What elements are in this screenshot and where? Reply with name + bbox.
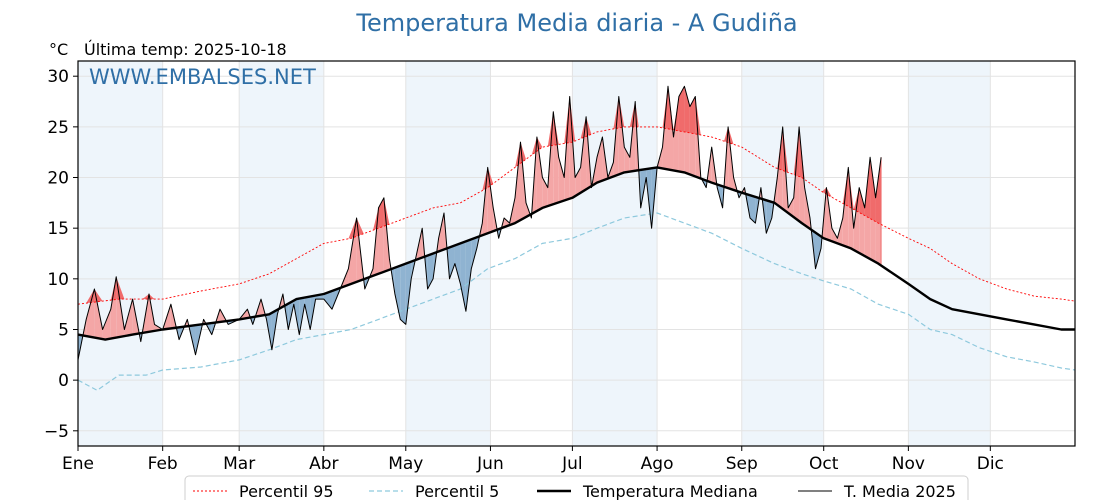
x-tick-label-Feb: Feb bbox=[148, 454, 178, 474]
fill-segment-110-0 bbox=[749, 195, 756, 224]
extreme-segment-130-0 bbox=[859, 187, 865, 216]
x-tick-label-Abr: Abr bbox=[309, 454, 338, 474]
extreme-segment-133-0 bbox=[875, 157, 882, 225]
fill-segment-46-0 bbox=[400, 263, 406, 325]
series-lines bbox=[77, 85, 1076, 391]
x-tick-label-Oct: Oct bbox=[809, 454, 839, 474]
legend: Percentil 95 Percentil 5 Temperatura Media… bbox=[184, 475, 969, 500]
month-bands bbox=[78, 61, 991, 446]
chart-title: Temperatura Media diaria - A Gudiña bbox=[355, 9, 797, 37]
extreme-segment-67-0 bbox=[515, 142, 521, 168]
extreme-segment-132-0 bbox=[870, 157, 876, 222]
x-tick-label-Dic: Dic bbox=[977, 454, 1004, 474]
x-tick-label-Sep: Sep bbox=[726, 454, 758, 474]
fill-segment-35-0 bbox=[323, 290, 333, 310]
fill-segment-55-0 bbox=[449, 245, 455, 279]
legend-box bbox=[184, 475, 969, 500]
fill-segment-45-0 bbox=[394, 265, 401, 320]
extreme-segment-97-0 bbox=[678, 86, 685, 132]
y-tick-label-0: 0 bbox=[58, 371, 69, 391]
fill-segment-56-0 bbox=[454, 243, 461, 284]
fill-segment-71-0 bbox=[536, 136, 543, 211]
extreme-segment-88-0 bbox=[629, 101, 636, 127]
fill-segment-125-0 bbox=[831, 228, 838, 244]
fill-segment-57-0 bbox=[460, 241, 466, 312]
fill-segment-75-0 bbox=[558, 157, 565, 203]
series-line-3 bbox=[77, 85, 882, 360]
y-tick-label-5: 5 bbox=[58, 320, 69, 340]
y-tick-label-20: 20 bbox=[47, 169, 69, 189]
x-tick-label-Jun: Jun bbox=[476, 454, 504, 474]
extreme-segment-77-0 bbox=[569, 96, 576, 143]
grid-lines bbox=[77, 61, 1075, 446]
fill-segment-4-0 bbox=[102, 309, 111, 340]
extreme-segment-10-0 bbox=[149, 294, 155, 300]
x-tick-label-Ene: Ene bbox=[62, 454, 94, 474]
x-tick-label-Ago: Ago bbox=[641, 454, 674, 474]
plot-frame bbox=[77, 60, 1076, 447]
watermark: WWW.EMBALSES.NET bbox=[89, 65, 316, 89]
y-tick-label--5: −5 bbox=[44, 422, 69, 442]
y-tick-label-30: 30 bbox=[47, 67, 69, 87]
month-band-5 bbox=[908, 61, 991, 446]
fill-segment-53-0 bbox=[438, 212, 445, 252]
y-tick-label-25: 25 bbox=[47, 118, 69, 138]
month-band-0 bbox=[78, 61, 163, 446]
fill-segment-51-0 bbox=[427, 253, 434, 289]
y-tick-label-10: 10 bbox=[47, 270, 69, 290]
extreme-segment-129-0 bbox=[853, 187, 860, 213]
extreme-segment-86-0 bbox=[618, 96, 625, 128]
extreme-segment-2-0 bbox=[86, 288, 95, 304]
month-band-3 bbox=[572, 61, 658, 446]
extreme-segment-123-1 bbox=[822, 187, 827, 195]
extreme-segment-62-0 bbox=[487, 167, 494, 188]
legend-label-0: Percentil 95 bbox=[239, 482, 334, 500]
fill-segment-59-0 bbox=[471, 237, 477, 269]
y-axis: −5 0 5 10 15 20 25 30 bbox=[44, 67, 78, 442]
series-line-2 bbox=[77, 166, 1075, 341]
y-tick-label-15: 15 bbox=[47, 219, 69, 239]
x-axis: Ene Feb Mar Abr May Jun Jul Ago Sep Oct Nov Dic bbox=[62, 446, 1004, 474]
unit-label: °C bbox=[49, 40, 68, 59]
fill-segment-117-0 bbox=[788, 197, 794, 218]
fill-segment-122-0 bbox=[815, 232, 821, 269]
extreme-segment-42-0 bbox=[378, 197, 384, 229]
extreme-segment-85-0 bbox=[613, 96, 619, 129]
fill-segment-113-0 bbox=[766, 200, 772, 234]
fill-segment-82-0 bbox=[596, 136, 603, 183]
legend-label-1: Percentil 5 bbox=[415, 482, 499, 500]
last-temp-label: Última temp: 2025-10-18 bbox=[84, 40, 287, 59]
extreme-segment-9-1 bbox=[142, 294, 150, 300]
series-line-0 bbox=[77, 126, 1076, 305]
extreme-segment-116-0 bbox=[782, 126, 789, 173]
month-band-1 bbox=[239, 61, 324, 446]
extreme-segment-100-0 bbox=[695, 96, 701, 135]
fill-segment-87-0 bbox=[624, 147, 630, 173]
x-tick-label-Nov: Nov bbox=[892, 454, 925, 474]
fill-segment-78-0 bbox=[575, 167, 581, 197]
x-tick-label-Jul: Jul bbox=[561, 454, 583, 474]
x-tick-label-Mar: Mar bbox=[223, 454, 255, 474]
fill-segment-58-0 bbox=[465, 239, 472, 312]
legend-label-2: Temperatura Mediana bbox=[582, 482, 758, 500]
extreme-segment-43-0 bbox=[383, 197, 390, 227]
month-band-4 bbox=[741, 61, 824, 446]
extreme-segment-99-0 bbox=[689, 96, 696, 134]
extreme-segment-76-0 bbox=[564, 96, 570, 144]
x-tick-label-May: May bbox=[388, 454, 423, 474]
extreme-segment-98-0 bbox=[684, 86, 690, 133]
legend-label-3: T. Media 2025 bbox=[843, 482, 956, 500]
extreme-segment-6-0 bbox=[116, 276, 125, 300]
